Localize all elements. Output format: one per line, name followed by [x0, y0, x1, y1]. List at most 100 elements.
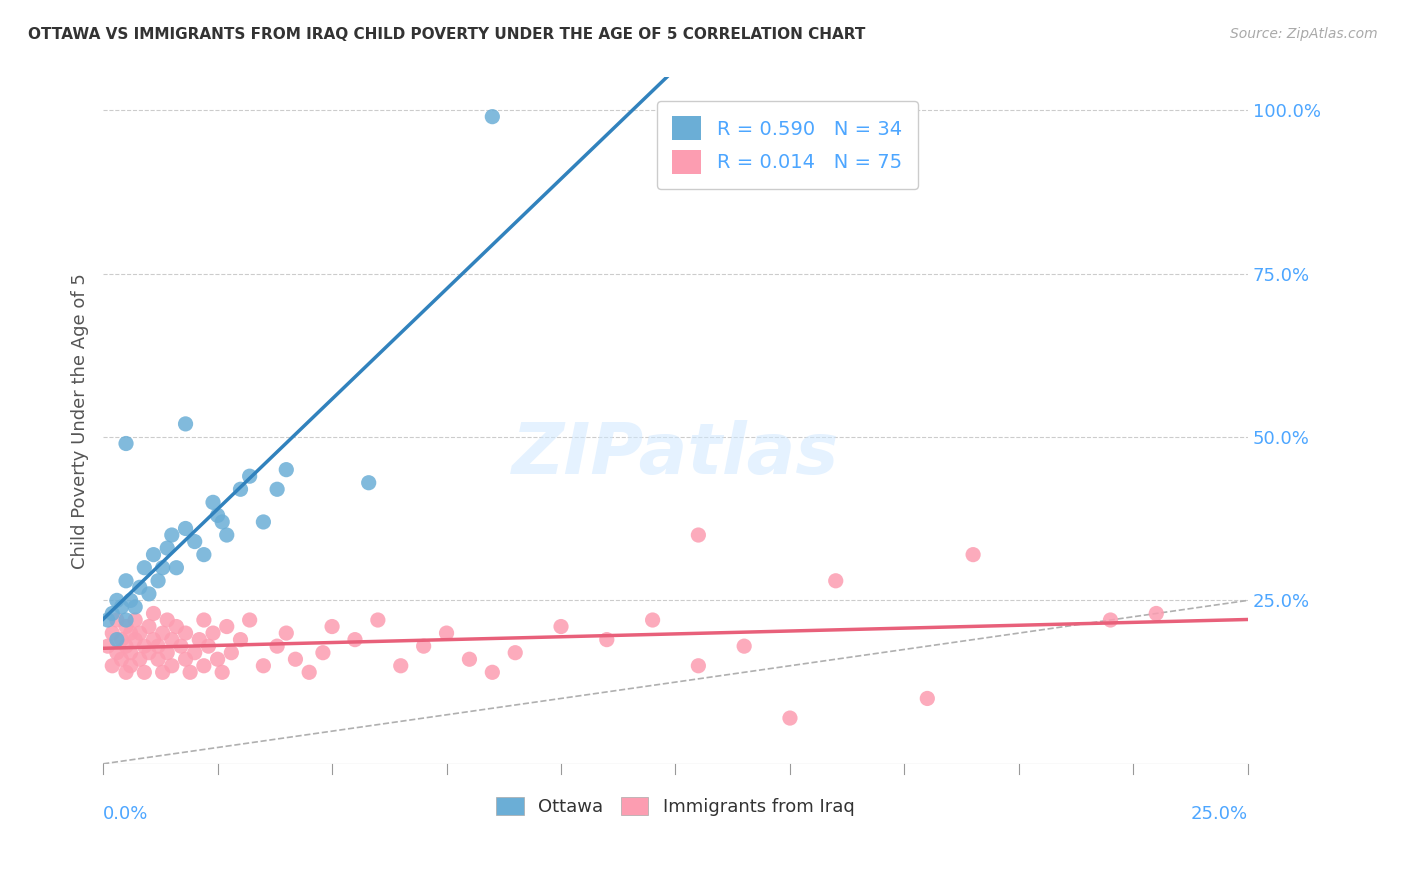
Point: [481, 110, 503, 124]
Point: [110, 632, 132, 647]
Point: [412, 639, 434, 653]
Point: [239, 469, 262, 483]
Point: [779, 711, 801, 725]
Point: [110, 599, 132, 614]
Point: [596, 632, 619, 647]
Point: [962, 548, 984, 562]
Point: [183, 534, 205, 549]
Point: [97, 613, 120, 627]
Point: [115, 613, 138, 627]
Point: [128, 652, 150, 666]
Point: [105, 593, 128, 607]
Point: [215, 528, 238, 542]
Point: [193, 613, 215, 627]
Point: [174, 652, 197, 666]
Point: [221, 646, 243, 660]
Point: [128, 626, 150, 640]
Point: [550, 619, 572, 633]
Point: [688, 658, 710, 673]
Legend: Ottawa, Immigrants from Iraq: Ottawa, Immigrants from Iraq: [489, 789, 862, 823]
Text: OTTAWA VS IMMIGRANTS FROM IRAQ CHILD POVERTY UNDER THE AGE OF 5 CORRELATION CHAR: OTTAWA VS IMMIGRANTS FROM IRAQ CHILD POV…: [28, 27, 866, 42]
Point: [152, 665, 174, 680]
Point: [97, 639, 120, 653]
Point: [733, 639, 755, 653]
Point: [105, 613, 128, 627]
Point: [101, 626, 124, 640]
Point: [202, 626, 225, 640]
Point: [824, 574, 846, 588]
Point: [115, 436, 138, 450]
Point: [120, 593, 142, 607]
Text: 25.0%: 25.0%: [1191, 805, 1249, 823]
Point: [252, 515, 274, 529]
Point: [389, 658, 412, 673]
Point: [436, 626, 458, 640]
Point: [298, 665, 321, 680]
Point: [165, 619, 187, 633]
Point: [183, 646, 205, 660]
Point: [641, 613, 664, 627]
Point: [174, 521, 197, 535]
Point: [252, 658, 274, 673]
Point: [284, 652, 307, 666]
Point: [105, 632, 128, 647]
Point: [197, 639, 219, 653]
Point: [146, 652, 169, 666]
Point: [115, 639, 138, 653]
Point: [1144, 607, 1167, 621]
Point: [124, 599, 146, 614]
Point: [146, 574, 169, 588]
Point: [266, 639, 288, 653]
Point: [174, 417, 197, 431]
Text: ZIPatlas: ZIPatlas: [512, 420, 839, 490]
Point: [321, 619, 343, 633]
Point: [266, 483, 288, 497]
Point: [481, 665, 503, 680]
Point: [101, 658, 124, 673]
Point: [128, 580, 150, 594]
Point: [105, 646, 128, 660]
Point: [110, 652, 132, 666]
Point: [503, 646, 526, 660]
Point: [156, 541, 179, 555]
Point: [134, 639, 156, 653]
Point: [357, 475, 380, 490]
Point: [193, 658, 215, 673]
Point: [179, 665, 201, 680]
Point: [138, 587, 160, 601]
Point: [458, 652, 481, 666]
Point: [160, 528, 183, 542]
Y-axis label: Child Poverty Under the Age of 5: Child Poverty Under the Age of 5: [72, 273, 89, 568]
Point: [688, 528, 710, 542]
Point: [160, 632, 183, 647]
Point: [120, 626, 142, 640]
Point: [312, 646, 335, 660]
Point: [120, 658, 142, 673]
Point: [101, 607, 124, 621]
Point: [165, 560, 187, 574]
Point: [917, 691, 939, 706]
Point: [239, 613, 262, 627]
Point: [207, 652, 229, 666]
Point: [170, 639, 193, 653]
Point: [215, 619, 238, 633]
Point: [207, 508, 229, 523]
Point: [188, 632, 211, 647]
Point: [174, 626, 197, 640]
Point: [367, 613, 389, 627]
Point: [152, 626, 174, 640]
Point: [142, 607, 165, 621]
Point: [276, 626, 298, 640]
Point: [134, 665, 156, 680]
Point: [202, 495, 225, 509]
Point: [156, 646, 179, 660]
Text: Source: ZipAtlas.com: Source: ZipAtlas.com: [1230, 27, 1378, 41]
Point: [156, 613, 179, 627]
Point: [211, 515, 233, 529]
Point: [138, 646, 160, 660]
Point: [115, 665, 138, 680]
Text: 0.0%: 0.0%: [103, 805, 149, 823]
Point: [160, 658, 183, 673]
Point: [115, 574, 138, 588]
Point: [124, 613, 146, 627]
